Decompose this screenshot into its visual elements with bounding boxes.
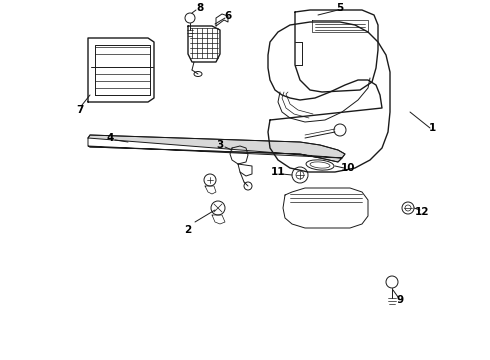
- Text: 4: 4: [106, 133, 114, 143]
- Text: 1: 1: [428, 123, 436, 133]
- Text: 9: 9: [396, 295, 404, 305]
- Text: 12: 12: [415, 207, 429, 217]
- Text: 8: 8: [196, 3, 204, 13]
- Text: 7: 7: [76, 105, 84, 115]
- Text: 6: 6: [224, 11, 232, 21]
- Text: 10: 10: [341, 163, 355, 173]
- Text: 3: 3: [217, 140, 223, 150]
- Text: 11: 11: [271, 167, 285, 177]
- Polygon shape: [88, 135, 345, 162]
- Text: 5: 5: [336, 3, 343, 13]
- Text: 2: 2: [184, 225, 192, 235]
